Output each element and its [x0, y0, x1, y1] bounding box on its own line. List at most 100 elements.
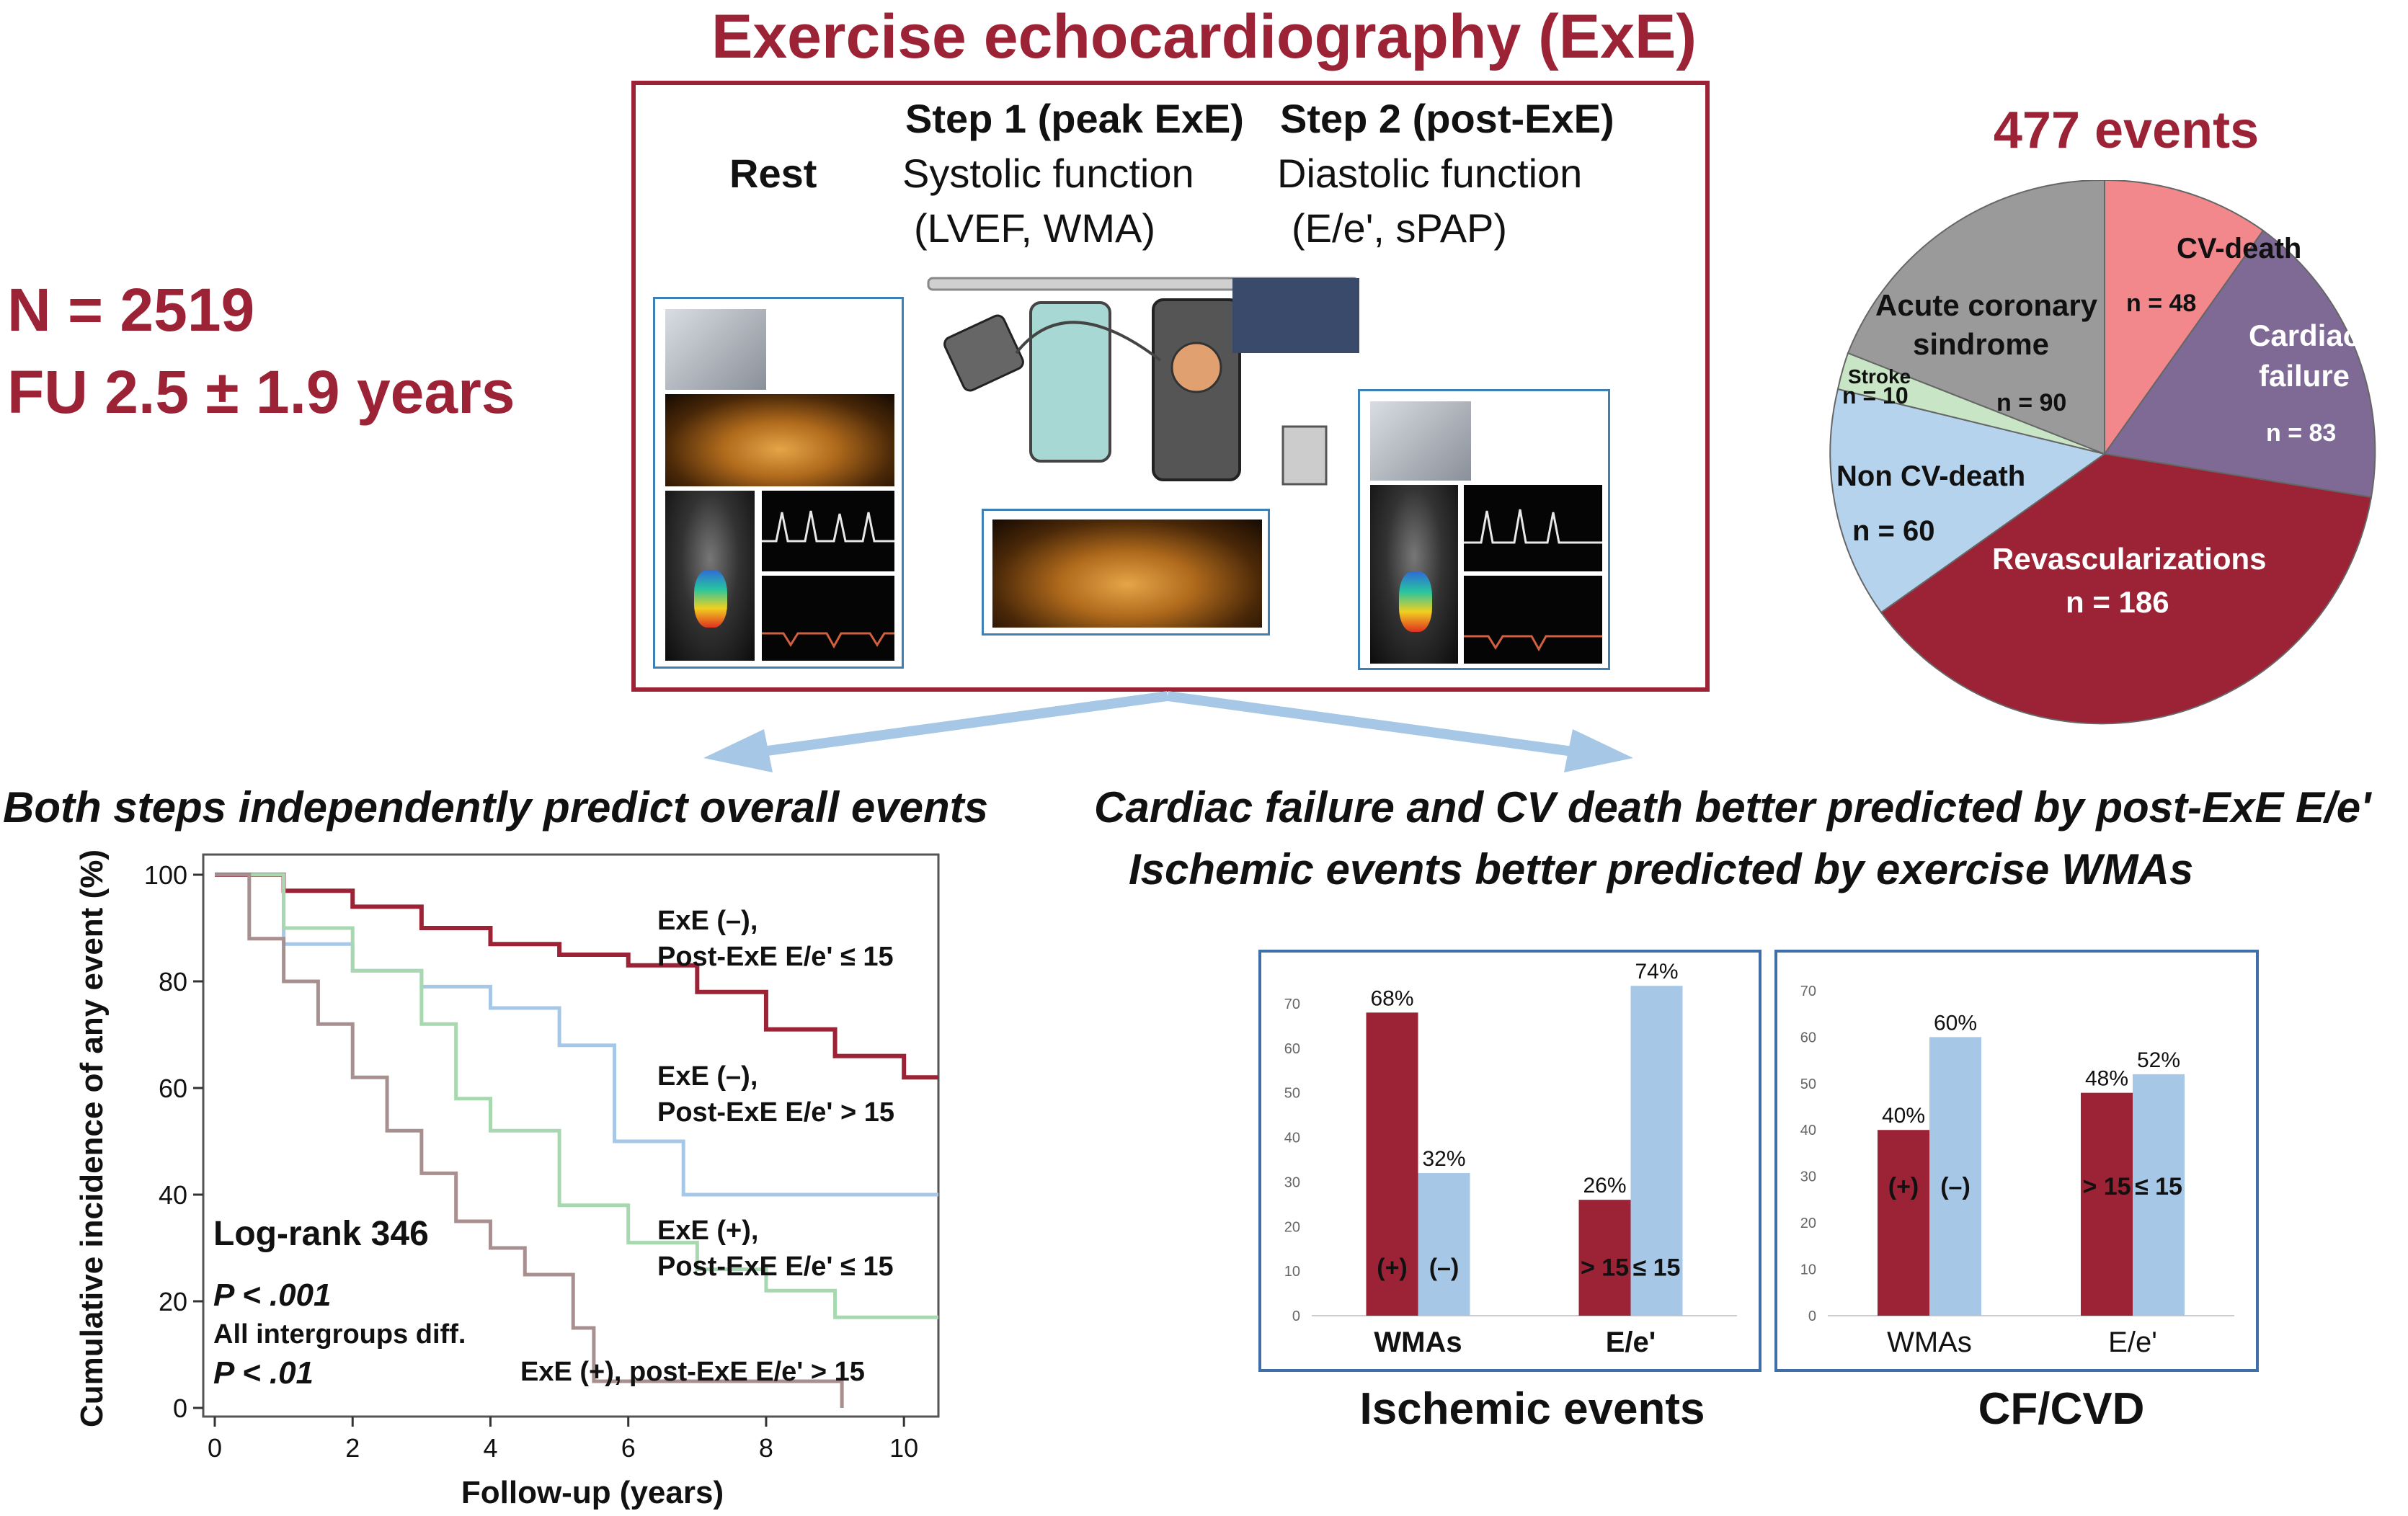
km-curve-2 [215, 873, 938, 1197]
km-x-tick-label: 6 [621, 1433, 636, 1463]
rest-echo-image [665, 394, 894, 486]
km-curve-1 [215, 873, 938, 1080]
bar-E/e'-0 [1578, 1200, 1631, 1316]
bar-inner-label: ≤ 15 [2135, 1173, 2182, 1200]
km-x-tick-label: 2 [345, 1433, 360, 1463]
km-x-tick-label: 4 [483, 1433, 497, 1463]
bar-WMAs-1 [1418, 1173, 1470, 1316]
ischemic-bar-chart: 0 10 20 30 40 50 60 70 68% (+) 32% (–) WMAs 26% > 15 74… [1284, 960, 1737, 1358]
post-doppler-trace [1464, 485, 1602, 571]
bar-category-label: E/e' [2108, 1326, 2157, 1358]
bar-y-tick-label: 0 [1808, 1308, 1816, 1324]
km-y-tick-label: 60 [159, 1074, 187, 1103]
bar-value-label: 60% [1934, 1011, 1977, 1035]
step1-title: Step 1 (peak ExE) [905, 96, 1244, 141]
bar-WMAs-0 [1366, 1012, 1418, 1316]
km-label-curve3-a: ExE (+), [657, 1216, 758, 1246]
km-label-curve1-a: ExE (–), [657, 906, 758, 936]
exercise-bed-illustration [927, 277, 1359, 486]
bar-value-label: 68% [1370, 986, 1413, 1010]
sample-size: N = 2519 [7, 276, 255, 344]
rest-color-doppler [665, 491, 755, 661]
bar-y-tick-label: 0 [1292, 1308, 1300, 1324]
exe-protocol-box [631, 81, 1710, 692]
km-y-axis-label: Cumulative incidence of any event (%) [74, 850, 110, 1427]
pie-slice-acute-coronary [1847, 180, 2105, 455]
km-label-curve2-b: Post-ExE E/e' > 15 [657, 1097, 894, 1128]
km-y-tick-label: 40 [159, 1180, 187, 1210]
bar-value-label: 26% [1583, 1174, 1626, 1198]
pie-label-cardiac-failure-1: Cardiac [2249, 318, 2360, 352]
ischemic-chart-box: 0 10 20 30 40 50 60 70 68% (+) 32% (–) WMAs 26% > 15 74… [1258, 950, 1761, 1372]
km-curve-3 [215, 873, 938, 1319]
bar-value-label: 32% [1422, 1147, 1465, 1171]
pie-label-revascularizations: Revascularizations [1992, 542, 2267, 576]
bar-WMAs-0 [1878, 1130, 1929, 1316]
cfcvd-label: CF/CVD [1978, 1384, 2145, 1434]
km-x-tick-label: 10 [889, 1433, 918, 1463]
pie-value-non-cv-death: n = 60 [1852, 515, 1935, 547]
bar-value-label: 48% [2085, 1067, 2128, 1091]
bar-inner-label: (–) [1940, 1173, 1971, 1200]
step1-params: (LVEF, WMA) [914, 205, 1155, 251]
km-intergroup-diff: All intergroups diff. [213, 1319, 466, 1350]
km-x-tick-label: 8 [759, 1433, 773, 1463]
km-y-axis: 0 20 40 60 80 100 [144, 860, 203, 1423]
pie-label-non-cv-death: Non CV-death [1836, 460, 2025, 492]
post-tissue-doppler [1464, 576, 1602, 664]
km-p-value-1: P < .001 [213, 1278, 332, 1313]
pie-value-revascularizations: n = 186 [2066, 585, 2169, 619]
km-plot-frame [202, 853, 940, 1418]
rest-label: Rest [729, 151, 817, 196]
bar-inner-label: > 15 [1581, 1254, 1629, 1281]
rest-imaging-panel [653, 297, 904, 669]
pie-slice-non-cv-death [1829, 388, 2107, 614]
post-color-doppler [1370, 485, 1458, 664]
bar-inner-label: > 15 [2082, 1173, 2131, 1200]
pie-slice-cv-death [2104, 180, 2265, 457]
pie-label-acs-1: Acute coronary [1875, 288, 2098, 322]
pie-label-cv-death: CV-death [2177, 233, 2301, 264]
bar-inner-label: ≤ 15 [1633, 1254, 1681, 1281]
ischemic-events-label: Ischemic events [1359, 1384, 1705, 1434]
km-chart: 0 20 40 60 80 100 0 2 4 6 8 10 Cumulative incidenc… [74, 850, 940, 1510]
bar-y-tick-label: 50 [1800, 1076, 1816, 1092]
bar-inner-label: (–) [1429, 1254, 1460, 1281]
bar-y-tick-label: 20 [1284, 1219, 1300, 1235]
pie-label-acs-2: sindrome [1913, 327, 2049, 361]
bar-y-tick-label: 20 [1800, 1216, 1816, 1231]
km-y-tick-label: 80 [159, 967, 187, 996]
events-title: 477 events [1993, 102, 2260, 159]
follow-up: FU 2.5 ± 1.9 years [7, 358, 515, 426]
km-p-value-2: P < .01 [213, 1355, 314, 1391]
bar-value-label: 74% [1635, 960, 1678, 984]
step1-subtitle: Systolic function [902, 151, 1194, 196]
km-label-curve3-b: Post-ExE E/e' ≤ 15 [657, 1252, 894, 1282]
bar-y-tick-label: 60 [1800, 1030, 1816, 1045]
post-photo [1370, 401, 1471, 481]
bar-E/e'-1 [2133, 1074, 2185, 1316]
bar-y-tick-label: 10 [1800, 1262, 1816, 1278]
cfcvd-bar-chart: 0 10 20 30 40 50 60 70 40% (+) 60% (–) WMAs 48% > 15 52… [1800, 981, 2234, 1358]
km-y-tick-label: 20 [159, 1287, 187, 1316]
km-label-curve4: ExE (+), post-ExE E/e' > 15 [520, 1357, 865, 1387]
pie-value-stroke: n = 10 [1842, 383, 1909, 409]
rest-photo [665, 309, 766, 390]
bar-y-tick-label: 50 [1284, 1086, 1300, 1102]
right-heading-1: Cardiac failure and CV death better pred… [1094, 783, 2371, 831]
pie-value-cardiac-failure: n = 83 [2266, 419, 2336, 447]
pie-value-acs: n = 90 [1996, 389, 2066, 416]
branch-arrows [703, 691, 1633, 772]
left-heading: Both steps independently predict overall… [3, 783, 988, 831]
pie-label-stroke: Stroke [1848, 365, 1911, 388]
km-x-axis-label: Follow-up (years) [461, 1475, 724, 1510]
km-y-tick-label: 0 [173, 1394, 187, 1423]
bar-y-tick-label: 10 [1284, 1264, 1300, 1280]
rest-doppler-trace [762, 491, 894, 571]
bar-y-tick-label: 30 [1284, 1174, 1300, 1190]
pie-slice-cardiac-failure [2103, 229, 2376, 499]
peak-echo-image [992, 520, 1262, 628]
bar-E/e'-0 [2081, 1092, 2133, 1316]
km-x-tick-label: 0 [208, 1433, 222, 1463]
pie-slice-revascularizations [1880, 452, 2373, 725]
